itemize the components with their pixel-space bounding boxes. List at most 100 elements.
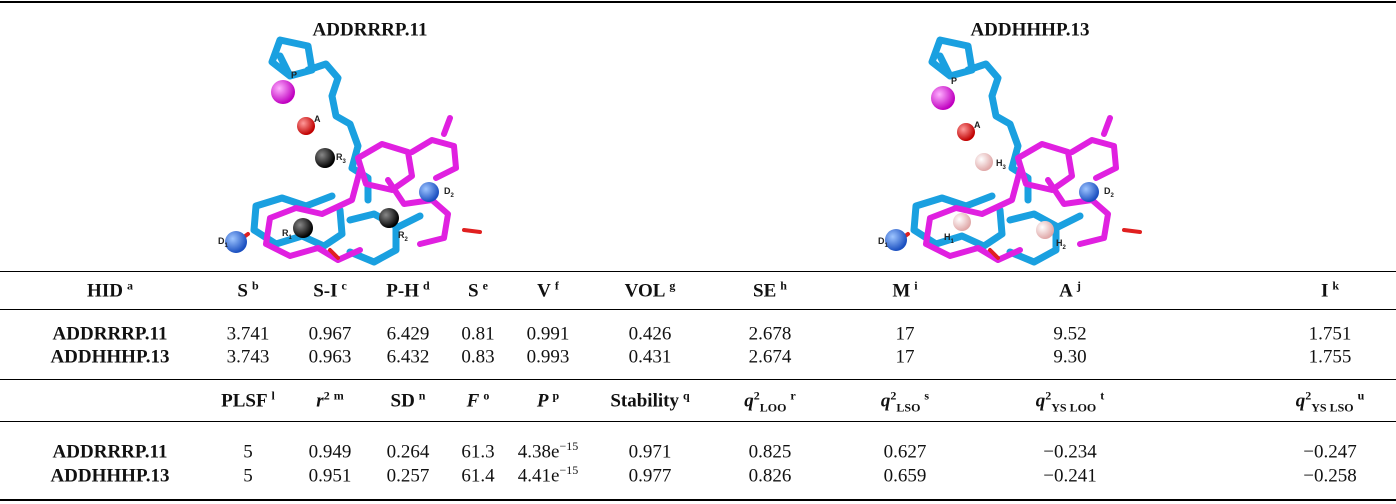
footnote-mark: m <box>333 388 344 403</box>
data-cell: 3.743 <box>227 348 270 367</box>
cell-text: ADDHHHP.13 <box>970 19 1090 41</box>
data-cell: −0.247 <box>1303 443 1356 462</box>
footnote-mark: s <box>924 388 930 403</box>
label-subscript: 3 <box>1003 165 1007 171</box>
cell-text: ADDHHHP.13 <box>50 346 170 368</box>
cell-text: V <box>537 280 551 302</box>
data-cell: 0.659 <box>884 467 927 486</box>
cell-text: 9.52 <box>1053 323 1087 345</box>
cell-text: q <box>1295 390 1306 412</box>
image-label: A <box>974 120 981 130</box>
label-text: R <box>336 152 343 162</box>
cell-text: VOL <box>624 280 666 302</box>
label-text: A <box>974 120 981 130</box>
label-subscript: 1 <box>885 243 889 249</box>
cell-text: 0.949 <box>308 441 352 463</box>
column-header: q2LOOr <box>744 388 796 413</box>
column-header: SE h <box>753 279 787 300</box>
cell-text: −0.241 <box>1043 465 1097 487</box>
cell-text: 0.627 <box>883 441 927 463</box>
footnote-mark: h <box>780 278 787 293</box>
column-header: S-I c <box>313 279 347 300</box>
footnote-mark: t <box>1100 388 1105 403</box>
superscript: 2 <box>1045 388 1052 403</box>
data-cell: 0.257 <box>387 467 430 486</box>
label-text: P <box>291 70 297 80</box>
superscript: 2 <box>753 388 760 403</box>
data-cell: 6.432 <box>387 348 430 367</box>
label-text: H <box>1056 238 1063 248</box>
footnote-mark: c <box>341 278 347 293</box>
image-label: R2 <box>398 230 409 243</box>
data-cell: 2.674 <box>749 348 792 367</box>
data-cell: 61.3 <box>461 443 494 462</box>
cell-text: ADDRRRP.11 <box>312 19 428 41</box>
cell-text: 3.741 <box>226 323 270 345</box>
cell-text: F <box>466 390 480 412</box>
cell-text: 0.83 <box>461 346 495 368</box>
column-header: SD n <box>391 389 426 410</box>
footnote-mark: d <box>423 278 430 293</box>
label-text: D <box>1104 186 1111 196</box>
rule <box>0 271 1396 272</box>
cell-text: 0.431 <box>628 346 672 368</box>
image-label: P <box>951 76 957 86</box>
image-label: R3 <box>336 152 347 165</box>
data-cell: 2.678 <box>749 325 792 344</box>
cell-text: PLSF <box>221 390 268 412</box>
cell-text: 2.678 <box>748 323 792 345</box>
image-label: A <box>314 114 321 124</box>
cell-text: 0.826 <box>748 465 792 487</box>
cell-text: −0.258 <box>1303 465 1357 487</box>
column-header: q2LSOs <box>881 388 930 413</box>
footnote-mark: e <box>482 278 488 293</box>
cell-text: P <box>536 390 549 412</box>
model-title: ADDHHHP.13 <box>970 21 1089 40</box>
label-text: D <box>218 236 225 246</box>
cell-text: Stability <box>610 390 679 412</box>
label-subscript: 2 <box>405 237 409 243</box>
cell-text: SD <box>390 390 415 412</box>
column-header: q2YS LSOu <box>1295 388 1365 413</box>
data-cell: 0.426 <box>629 325 672 344</box>
data-cell: 6.429 <box>387 325 430 344</box>
data-cell: −0.241 <box>1043 467 1096 486</box>
cell-text: 0.977 <box>628 465 672 487</box>
image-label: H1 <box>944 232 955 245</box>
label-subscript: 1 <box>951 239 955 245</box>
label-text: H <box>996 158 1003 168</box>
data-cell: 0.81 <box>461 325 494 344</box>
data-cell: 0.963 <box>309 348 352 367</box>
subscript: LOO <box>759 400 787 415</box>
label-subscript: 1 <box>225 243 229 249</box>
superscript: 2 <box>1305 388 1312 403</box>
cell-text: I <box>1320 280 1329 302</box>
cell-text: M <box>892 280 911 302</box>
data-cell: 0.949 <box>309 443 352 462</box>
cell-text: 4.41e <box>517 465 560 487</box>
footnote-mark: j <box>1076 278 1081 293</box>
cell-text: 0.426 <box>628 323 672 345</box>
column-header: HID a <box>87 279 133 300</box>
rule <box>0 421 1396 422</box>
column-header: r2 m <box>316 389 343 410</box>
data-cell: −0.258 <box>1303 467 1356 486</box>
column-header: VOL g <box>625 279 676 300</box>
cell-text: r <box>316 390 324 412</box>
cell-text: 2.674 <box>748 346 792 368</box>
data-cell: 17 <box>896 348 915 367</box>
image-label: D1 <box>218 236 229 249</box>
superscript: −15 <box>559 463 579 478</box>
cell-text: 5 <box>243 441 253 463</box>
data-cell: 0.627 <box>884 443 927 462</box>
footnote-mark: f <box>554 278 559 293</box>
cell-text: 0.967 <box>308 323 352 345</box>
label-text: A <box>314 114 321 124</box>
label-text: D <box>444 186 451 196</box>
cell-text: P-H <box>386 280 420 302</box>
footnote-mark: n <box>418 388 426 403</box>
